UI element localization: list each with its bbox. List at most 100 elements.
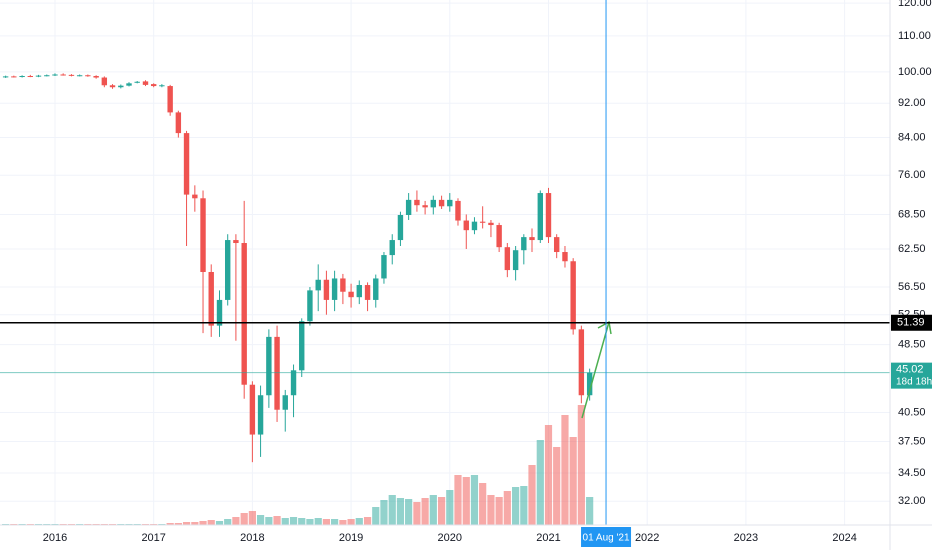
candle-body xyxy=(488,222,494,226)
current-price-box xyxy=(891,362,932,389)
candle-body xyxy=(331,278,338,300)
volume-bar xyxy=(224,519,232,525)
candle-body xyxy=(225,240,231,300)
volume-bar xyxy=(273,516,281,525)
candle-body xyxy=(414,199,420,206)
y-tick-label: 68.50 xyxy=(898,208,926,220)
volume-bar xyxy=(479,483,487,525)
volume-bar xyxy=(347,519,355,525)
candle-body xyxy=(381,255,387,279)
candle-body xyxy=(175,112,182,134)
volume-bar xyxy=(240,513,248,525)
volume-bar xyxy=(322,519,331,525)
candle-body xyxy=(2,76,9,78)
candle-body xyxy=(216,299,223,326)
candle-body xyxy=(68,74,75,76)
volume-bar xyxy=(281,518,289,525)
candle-body xyxy=(85,75,91,77)
candle-body xyxy=(570,261,576,330)
volume-bar xyxy=(182,522,191,525)
candle-body xyxy=(496,225,502,248)
candle-body xyxy=(60,74,66,76)
volume-bar xyxy=(207,520,215,525)
horizontal-line-label: 51.39 xyxy=(897,317,925,329)
y-tick-label: 48.50 xyxy=(898,338,926,350)
x-tick-label: 2020 xyxy=(438,532,462,544)
volume-bar xyxy=(544,425,553,525)
candle-body xyxy=(578,329,585,396)
volume-bar xyxy=(339,520,347,525)
candle-body xyxy=(405,199,412,215)
candle-body xyxy=(101,77,108,86)
volume-bar xyxy=(232,517,240,525)
arrow-line xyxy=(581,321,610,419)
volume-bar xyxy=(191,522,199,525)
volume-bar xyxy=(248,511,256,525)
volume-bar xyxy=(405,499,413,525)
x-tick-label: 2019 xyxy=(339,532,363,544)
volume-bar xyxy=(421,498,429,525)
candle-body xyxy=(118,85,124,88)
candle-body xyxy=(504,247,511,271)
candle-body xyxy=(35,75,42,77)
crosshair-label-box xyxy=(581,527,632,547)
x-tick-label: 2021 xyxy=(536,532,560,544)
candle-body xyxy=(479,221,486,223)
y-tick-label: 40.50 xyxy=(898,406,926,418)
x-tick-label: 2024 xyxy=(832,532,856,544)
candle-body xyxy=(150,84,157,87)
candle-body xyxy=(455,200,461,221)
candle-body xyxy=(471,221,478,231)
candle-body xyxy=(323,279,330,300)
volume-bar xyxy=(372,507,380,525)
countdown-label: 18d 18h xyxy=(896,376,932,387)
volume-bar xyxy=(520,486,528,525)
candle-body xyxy=(545,193,552,238)
x-tick-label: 2017 xyxy=(141,532,165,544)
volume-bar xyxy=(363,517,372,525)
y-tick-label: 34.50 xyxy=(898,467,926,479)
volume-bar xyxy=(429,495,437,525)
candle-body xyxy=(241,243,247,385)
volume-bar xyxy=(413,502,421,525)
y-tick-label: 32.00 xyxy=(898,495,926,507)
candle-body xyxy=(315,279,321,291)
candle-body xyxy=(11,76,17,78)
candle-body xyxy=(93,76,99,78)
candle-body xyxy=(512,250,519,271)
volume-bar xyxy=(536,440,544,525)
candle-body xyxy=(109,85,116,88)
candle-body xyxy=(249,384,256,435)
volume-bar xyxy=(199,521,207,525)
volume-bar xyxy=(487,495,495,525)
candle-body xyxy=(529,237,535,241)
candle-body xyxy=(299,321,305,371)
candle-body xyxy=(76,75,83,77)
volume-bar xyxy=(577,405,585,525)
y-tick-label: 62.50 xyxy=(898,243,926,255)
candle-body xyxy=(373,278,379,300)
y-tick-label: 37.50 xyxy=(898,435,926,447)
volume-bar xyxy=(470,475,479,525)
volume-bar xyxy=(289,517,298,525)
candle-body xyxy=(447,199,453,207)
candle-body xyxy=(44,75,50,77)
candle-body xyxy=(282,395,288,410)
candle-body xyxy=(19,76,25,78)
candle-body xyxy=(274,336,280,410)
candle-body xyxy=(553,237,560,253)
y-tick-label: 84.00 xyxy=(898,131,926,143)
candle-body xyxy=(233,240,239,244)
candle-body xyxy=(389,240,395,256)
candle-body xyxy=(266,336,272,396)
candle-body xyxy=(159,85,165,87)
y-tick-label: 76.00 xyxy=(898,169,926,181)
volume-bar xyxy=(396,498,405,525)
candle-body xyxy=(307,290,313,322)
candle-body xyxy=(422,205,428,208)
y-tick-label: 92.00 xyxy=(898,97,926,109)
candle-body xyxy=(438,199,445,207)
volume-bar xyxy=(528,465,536,525)
